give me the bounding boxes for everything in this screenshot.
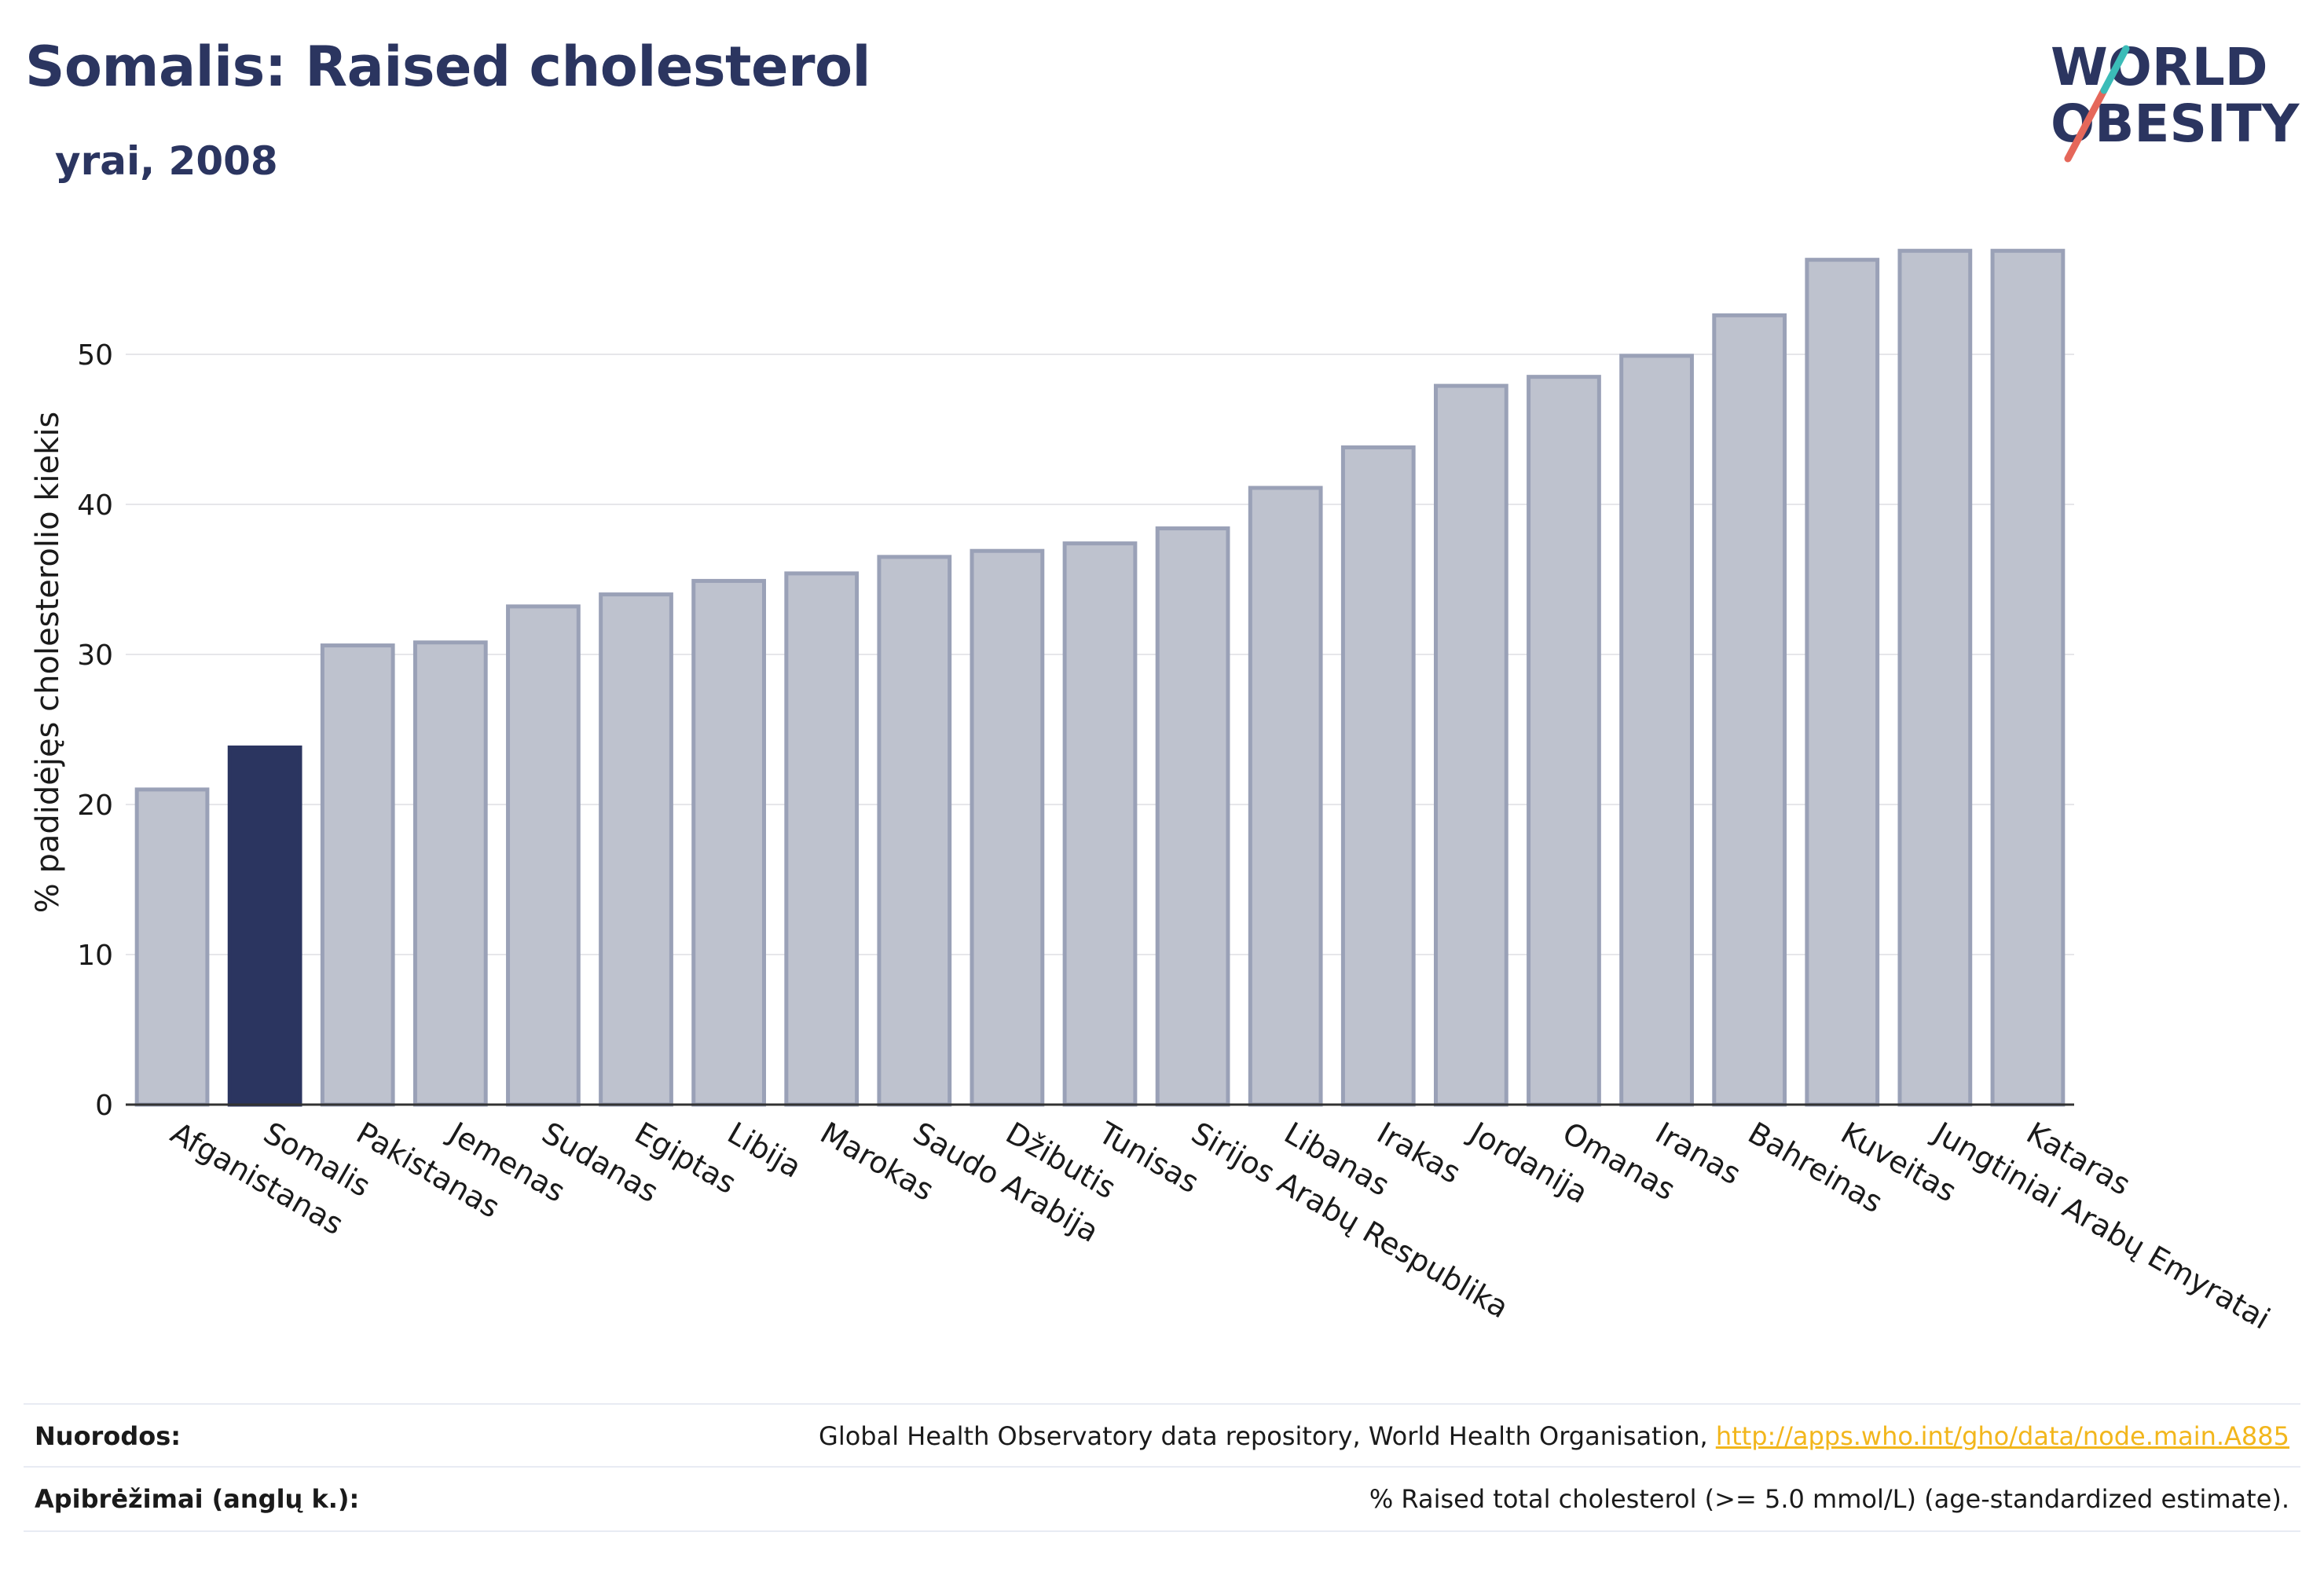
y-tick-label: 50	[77, 339, 113, 372]
bar	[506, 604, 581, 1107]
bar	[227, 745, 302, 1107]
definitions-text: % Raised total cholesterol (>= 5.0 mmol/…	[1369, 1484, 2289, 1514]
y-tick-label: 10	[77, 940, 113, 972]
y-tick-label: 30	[77, 640, 113, 672]
world-obesity-logo: WORLD OBESITY	[2051, 37, 2300, 163]
bar	[1434, 383, 1508, 1107]
definitions-row: Apibrėžimai (anglų k.): % Raised total c…	[24, 1466, 2300, 1532]
bar	[320, 643, 395, 1107]
y-tick-label: 40	[77, 489, 113, 522]
definitions-label: Apibrėžimai (anglų k.):	[35, 1484, 360, 1514]
logo-line1: WORLD	[2051, 37, 2268, 97]
bar	[1990, 248, 2066, 1107]
bar	[412, 640, 488, 1107]
logo-slash-red	[2064, 86, 2108, 163]
bar	[1340, 445, 1416, 1107]
bar-chart: 01020304050AfganistanasSomalisPakistanas…	[30, 248, 2276, 1336]
references-value: Global Health Observatory data repositor…	[819, 1421, 2289, 1451]
x-tick-label: Jungtiniai Arabų Emyratai	[1926, 1115, 2276, 1336]
bar	[877, 555, 952, 1107]
bar	[1527, 375, 1601, 1107]
bar	[1062, 541, 1138, 1107]
y-axis-title: % padidėjęs cholesterolio kiekis	[30, 412, 66, 914]
bar	[784, 571, 860, 1107]
bar	[691, 578, 766, 1107]
y-tick-label: 20	[77, 790, 113, 822]
bar	[134, 787, 210, 1107]
references-row: Nuorodos: Global Health Observatory data…	[24, 1403, 2300, 1468]
references-label: Nuorodos:	[35, 1421, 181, 1451]
bar	[1712, 313, 1787, 1107]
chart-subtitle: yrai, 2008	[55, 138, 278, 184]
references-text: Global Health Observatory data repositor…	[819, 1421, 1708, 1451]
bar	[1897, 248, 1973, 1107]
y-tick-label: 0	[95, 1090, 113, 1122]
bar	[970, 548, 1045, 1107]
bar	[1619, 354, 1694, 1107]
logo-line2: OBESITY	[2051, 93, 2300, 154]
chart-title: Somalis: Raised cholesterol	[25, 35, 871, 99]
bar	[599, 592, 673, 1107]
references-link[interactable]: http://apps.who.int/gho/data/node.main.A…	[1715, 1421, 2289, 1451]
bar	[1805, 258, 1880, 1107]
logo-slash-teal	[2100, 45, 2130, 94]
bar	[1155, 526, 1230, 1107]
bar	[1248, 486, 1323, 1107]
